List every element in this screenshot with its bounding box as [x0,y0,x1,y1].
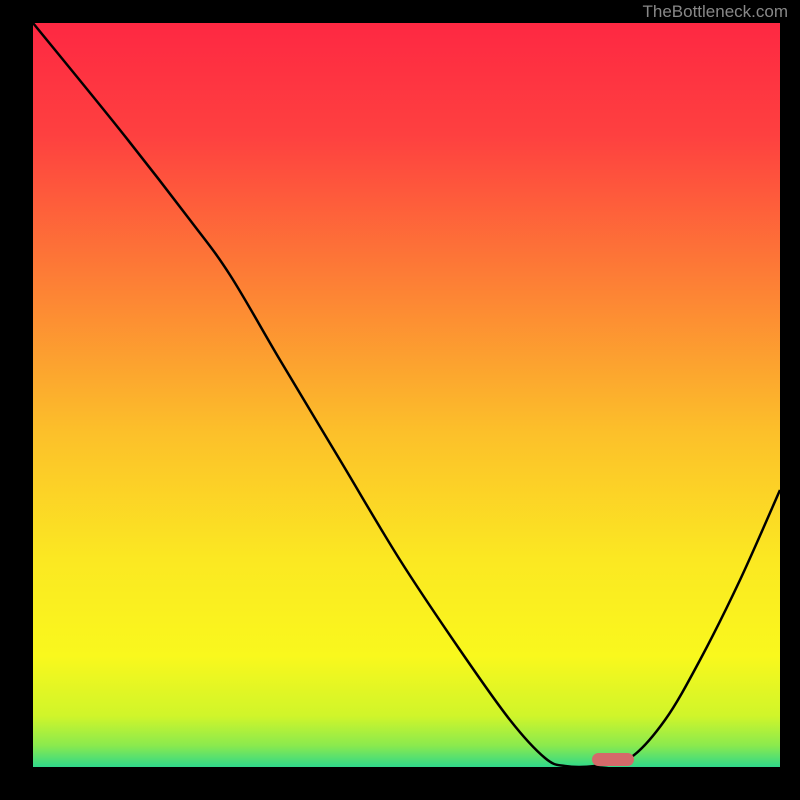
bottleneck-chart [0,0,800,800]
gradient-background [33,23,780,768]
optimal-marker [592,753,634,766]
watermark-text: TheBottleneck.com [642,2,788,22]
